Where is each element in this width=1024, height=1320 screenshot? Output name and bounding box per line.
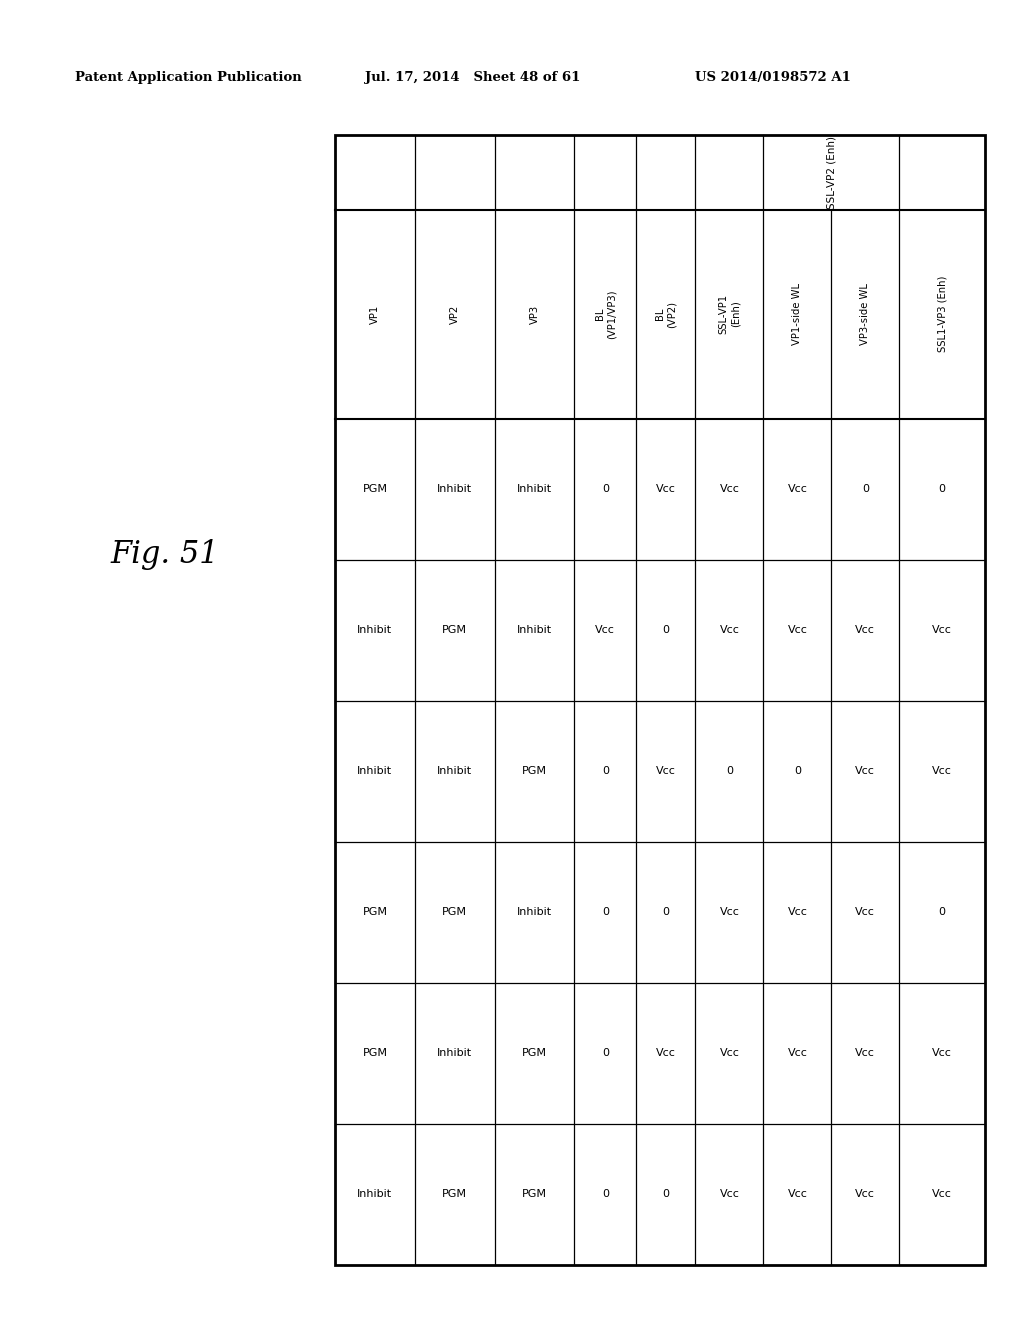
Text: Vcc: Vcc [720,907,739,917]
Text: 0: 0 [726,767,733,776]
Text: PGM: PGM [442,626,467,635]
Text: VP1: VP1 [370,305,380,323]
Text: Jul. 17, 2014   Sheet 48 of 61: Jul. 17, 2014 Sheet 48 of 61 [365,71,581,84]
Text: Vcc: Vcc [787,1189,807,1200]
Text: Inhibit: Inhibit [517,907,552,917]
Text: Vcc: Vcc [720,1048,739,1059]
Text: SSL-VP1
(Enh): SSL-VP1 (Enh) [719,294,740,334]
Text: Patent Application Publication: Patent Application Publication [75,71,302,84]
Text: Vcc: Vcc [787,484,807,494]
Text: Vcc: Vcc [656,1048,676,1059]
Text: PGM: PGM [362,484,387,494]
Text: Vcc: Vcc [932,1189,952,1200]
Text: VP3-side WL: VP3-side WL [860,284,870,345]
Text: PGM: PGM [362,907,387,917]
Text: PGM: PGM [522,1048,547,1059]
Text: 0: 0 [602,484,609,494]
Text: Inhibit: Inhibit [437,484,472,494]
Text: Inhibit: Inhibit [437,1048,472,1059]
Text: PGM: PGM [522,767,547,776]
Text: 0: 0 [663,907,670,917]
Text: Vcc: Vcc [720,1189,739,1200]
Text: Inhibit: Inhibit [357,767,392,776]
Text: PGM: PGM [362,1048,387,1059]
Text: Vcc: Vcc [787,907,807,917]
Text: 0: 0 [602,907,609,917]
Text: Inhibit: Inhibit [357,626,392,635]
Text: Vcc: Vcc [932,626,952,635]
Text: Fig. 51: Fig. 51 [111,540,219,570]
Text: PGM: PGM [442,1189,467,1200]
Text: Vcc: Vcc [932,767,952,776]
Text: BL
(VP2): BL (VP2) [655,301,677,327]
Text: 0: 0 [602,1048,609,1059]
Text: SSL-VP2 (Enh): SSL-VP2 (Enh) [826,136,837,209]
Text: BL
(VP1/VP3): BL (VP1/VP3) [595,289,616,339]
Text: PGM: PGM [522,1189,547,1200]
Text: Vcc: Vcc [855,1189,876,1200]
Text: Vcc: Vcc [656,484,676,494]
Text: SSL1-VP3 (Enh): SSL1-VP3 (Enh) [937,276,947,352]
Text: 0: 0 [602,1189,609,1200]
Text: Vcc: Vcc [656,767,676,776]
Text: Vcc: Vcc [595,626,615,635]
Bar [335,135,985,1265]
Text: VP3: VP3 [529,305,540,323]
Text: Vcc: Vcc [855,626,876,635]
Text: 0: 0 [663,626,670,635]
Text: Inhibit: Inhibit [357,1189,392,1200]
Text: VP2: VP2 [450,305,460,323]
Text: 0: 0 [862,484,868,494]
Text: VP1-side WL: VP1-side WL [793,282,803,345]
Text: Vcc: Vcc [855,1048,876,1059]
Text: Vcc: Vcc [720,626,739,635]
Text: Vcc: Vcc [855,767,876,776]
Text: Inhibit: Inhibit [517,626,552,635]
Text: 0: 0 [602,767,609,776]
Text: 0: 0 [939,484,945,494]
Text: 0: 0 [794,767,801,776]
Text: 0: 0 [663,1189,670,1200]
Text: 0: 0 [939,907,945,917]
Text: US 2014/0198572 A1: US 2014/0198572 A1 [695,71,851,84]
Text: Inhibit: Inhibit [437,767,472,776]
Text: Vcc: Vcc [932,1048,952,1059]
Text: Vcc: Vcc [720,484,739,494]
Text: Vcc: Vcc [787,626,807,635]
Text: Inhibit: Inhibit [517,484,552,494]
Text: Vcc: Vcc [787,1048,807,1059]
Text: PGM: PGM [442,907,467,917]
Text: Vcc: Vcc [855,907,876,917]
